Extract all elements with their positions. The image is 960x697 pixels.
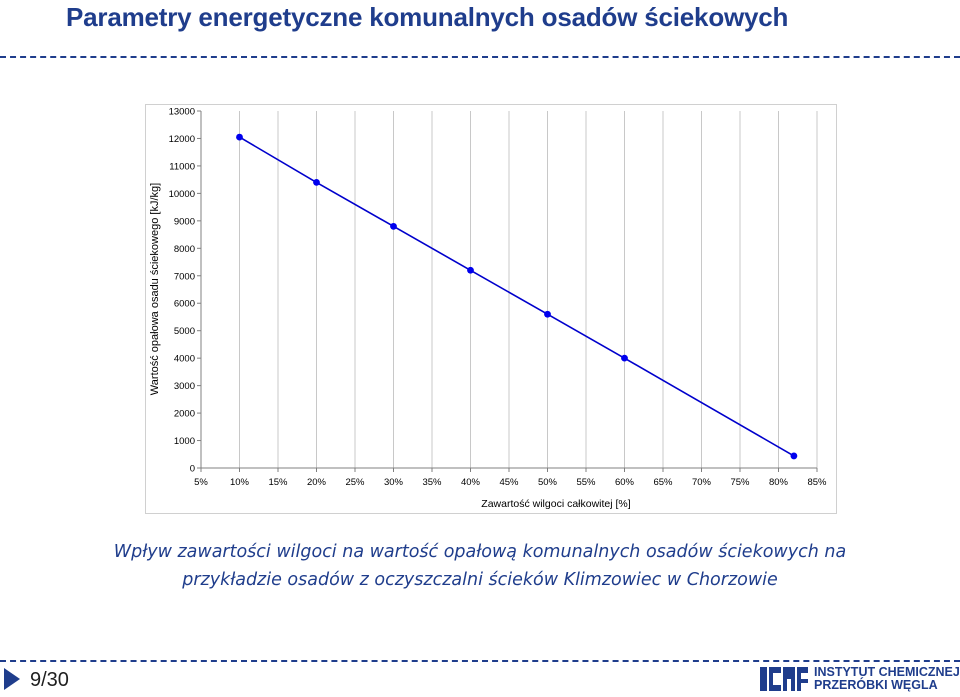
line-chart: 5% 10% 15% 20% 25% 30% 35% 40% 45% 50% 55% 60% 65% 70… (149, 107, 827, 511)
y-tick-label: 12000 (169, 134, 195, 145)
next-slide-arrow-icon[interactable] (4, 668, 20, 690)
x-tick-label: 65% (653, 477, 673, 488)
x-tick-label: 75% (730, 477, 750, 488)
x-tick-label: 30% (384, 477, 404, 488)
y-tick-label: 7000 (174, 271, 195, 282)
y-tick-label: 5000 (174, 326, 195, 337)
page-title: Parametry energetyczne komunalnych osadó… (66, 2, 789, 32)
caption-line-2: przykładzie osadów z oczyszczalni ściekó… (182, 570, 778, 590)
y-tick-label: 13000 (169, 107, 195, 118)
x-tick-label: 60% (615, 477, 635, 488)
x-tick-label: 5% (194, 477, 208, 488)
caption-line-1: Wpływ zawartości wilgoci na wartość opał… (113, 542, 847, 562)
x-tick-label: 40% (461, 477, 481, 488)
y-tick-label: 6000 (174, 299, 195, 310)
title-divider (0, 56, 960, 58)
institute-logo: INSTYTUT CHEMICZNEJ PRZERÓBKI WĘGLA (760, 664, 960, 694)
ichpw-logo-icon (760, 667, 808, 691)
chart-gridlines (200, 111, 818, 468)
y-tick-label: 11000 (169, 161, 195, 172)
x-tick-label: 70% (692, 477, 712, 488)
y-tick-label: 3000 (174, 381, 195, 392)
y-tick-label: 0 (190, 464, 195, 475)
data-point (621, 354, 628, 362)
footer-divider (0, 660, 960, 662)
x-tick-label: 50% (538, 477, 558, 488)
data-point (790, 452, 798, 460)
chart-tick-labels: 5% 10% 15% 20% 25% 30% 35% 40% 45% 50% 55% 60% 65% 70… (169, 107, 827, 489)
data-point (236, 133, 243, 141)
x-axis-label: Zawartość wilgoci całkowitej [%] (481, 498, 630, 510)
y-tick-label: 8000 (174, 244, 195, 255)
x-tick-label: 55% (576, 477, 596, 488)
chart-axes (197, 110, 818, 472)
x-tick-label: 45% (499, 477, 519, 488)
y-tick-label: 9000 (174, 216, 195, 227)
x-tick-label: 25% (345, 477, 365, 488)
data-point (313, 179, 320, 186)
data-point (544, 310, 551, 318)
page-number: 9/30 (30, 669, 69, 691)
logo-text: INSTYTUT CHEMICZNEJ PRZERÓBKI WĘGLA (814, 666, 960, 692)
figure-caption: Wpływ zawartości wilgoci na wartość opał… (0, 538, 960, 594)
data-point (390, 222, 397, 230)
x-tick-label: 20% (307, 477, 327, 488)
x-tick-label: 35% (422, 477, 442, 488)
y-tick-label: 1000 (174, 436, 195, 447)
x-tick-label: 80% (769, 477, 789, 488)
y-tick-label: 4000 (174, 354, 195, 365)
x-tick-label: 10% (230, 477, 250, 488)
logo-text-line-2: PRZERÓBKI WĘGLA (814, 678, 938, 692)
data-point (467, 266, 474, 274)
y-tick-label: 2000 (174, 409, 195, 420)
logo-text-line-1: INSTYTUT CHEMICZNEJ (814, 665, 960, 679)
x-tick-label: 15% (268, 477, 288, 488)
y-tick-label: 10000 (169, 189, 195, 200)
chart-series (236, 133, 798, 460)
x-tick-label: 85% (807, 477, 827, 488)
y-axis-label: Wartość opałowa osadu ściekowego [kJ/kg] (149, 183, 161, 395)
chart-area: 5% 10% 15% 20% 25% 30% 35% 40% 45% 50% 55% 60% 65% 70… (145, 104, 837, 514)
series-line (239, 136, 795, 457)
